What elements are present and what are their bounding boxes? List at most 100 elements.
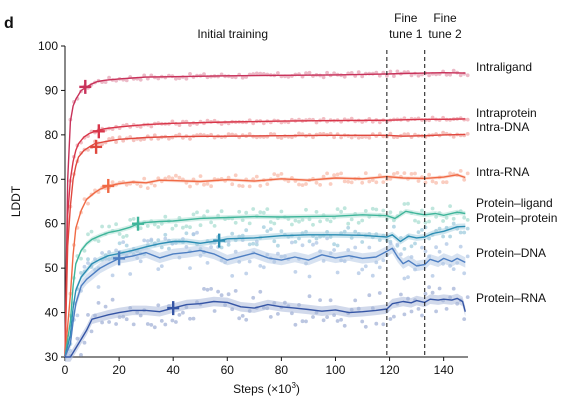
y-tick-label: 70 <box>45 172 59 186</box>
scatter-point <box>226 132 231 137</box>
scatter-point <box>423 220 428 225</box>
scatter-point <box>163 214 168 219</box>
scatter-point <box>360 135 365 140</box>
scatter-point <box>177 132 182 137</box>
scatter-point <box>138 125 143 129</box>
scatter-point <box>247 242 252 247</box>
scatter-point <box>107 224 111 229</box>
x-tick-label: 80 <box>275 363 289 377</box>
scatter-point <box>360 319 365 324</box>
scatter-point <box>437 286 442 291</box>
scatter-point <box>145 224 150 228</box>
scatter-point <box>448 234 452 239</box>
scatter-point <box>458 169 463 173</box>
series-label: Intra-DNA <box>476 120 529 134</box>
scatter-point <box>82 340 87 345</box>
scatter-point <box>138 226 143 231</box>
x-axis-label-main: Steps (×10 <box>233 382 292 396</box>
scatter-point <box>205 182 210 186</box>
scatter-point <box>174 76 178 81</box>
series-lines <box>64 71 466 358</box>
scatter-point <box>258 183 263 188</box>
scatter-point <box>363 209 368 213</box>
scatter-point <box>360 180 365 185</box>
scatter-point <box>293 218 298 223</box>
scatter-point <box>240 184 245 189</box>
series-line <box>64 210 466 358</box>
scatter-point <box>121 240 126 245</box>
scatter-point <box>138 77 143 82</box>
scatter-point <box>465 226 470 231</box>
scatter-point <box>297 182 301 187</box>
scatter-point <box>353 245 358 250</box>
scatter-point <box>279 229 284 234</box>
scatter-point <box>261 265 266 270</box>
scatter-point <box>377 265 382 270</box>
series-cross-marker <box>132 216 145 231</box>
scatter-point <box>342 323 347 328</box>
scatter-point <box>82 197 87 202</box>
scatter-point <box>96 239 101 244</box>
scatter-point <box>314 241 319 245</box>
scatter-point <box>103 304 108 309</box>
scatter-point <box>332 242 336 247</box>
scatter-point <box>416 179 421 183</box>
phase-label: tune 1 <box>389 27 423 41</box>
phase-label: Fine <box>433 11 457 25</box>
scatter-point <box>423 249 428 254</box>
scatter-point <box>276 173 280 178</box>
scatter-point <box>107 137 111 141</box>
scatter-point <box>188 184 192 189</box>
scatter-point <box>437 249 442 254</box>
scatter-point <box>448 204 452 209</box>
scatter-point <box>89 229 94 234</box>
series-label: Intraligand <box>476 60 532 74</box>
scatter-point <box>367 179 372 184</box>
scatter-point <box>441 234 445 239</box>
scatter-point <box>110 297 115 302</box>
scatter-point <box>465 132 470 136</box>
scatter-point <box>385 74 389 78</box>
scatter-point <box>374 321 379 326</box>
scatter-point <box>230 182 235 187</box>
scatter-point <box>465 254 470 259</box>
scatter-point <box>107 75 111 80</box>
scatter-point <box>374 207 379 212</box>
scatter-point <box>420 208 424 213</box>
scatter-point <box>100 224 104 229</box>
scatter-point <box>349 71 354 75</box>
scatter-point <box>212 224 217 228</box>
x-tick-label: 40 <box>167 363 181 377</box>
scatter-point <box>156 267 161 271</box>
scatter-point <box>272 221 277 226</box>
scatter-point <box>335 319 340 323</box>
scatter-point <box>395 171 400 175</box>
scatter-point <box>360 267 365 272</box>
scatter-point <box>152 183 157 188</box>
scatter-point <box>156 303 161 308</box>
scatter-point <box>226 242 231 247</box>
scatter-point <box>124 233 129 238</box>
scatter-point <box>268 132 273 136</box>
series-line <box>64 133 466 358</box>
scatter-point <box>420 245 424 250</box>
scatter-point <box>332 173 336 178</box>
scatter-point <box>307 274 312 279</box>
scatter-point <box>100 142 104 147</box>
scatter-point <box>205 209 210 214</box>
scatter-point <box>191 232 196 236</box>
scatter-point <box>339 171 343 176</box>
scatter-point <box>465 295 470 299</box>
scatter-point <box>86 261 90 265</box>
scatter-point <box>75 313 80 318</box>
scatter-point <box>293 322 298 327</box>
scatter-point <box>149 237 154 242</box>
scatter-point <box>219 245 224 250</box>
scatter-point <box>430 290 435 295</box>
scatter-point <box>261 121 266 126</box>
scatter-point <box>258 289 263 294</box>
scatter-point <box>406 132 410 137</box>
scatter-point <box>230 231 235 236</box>
scatter-point <box>254 242 259 247</box>
